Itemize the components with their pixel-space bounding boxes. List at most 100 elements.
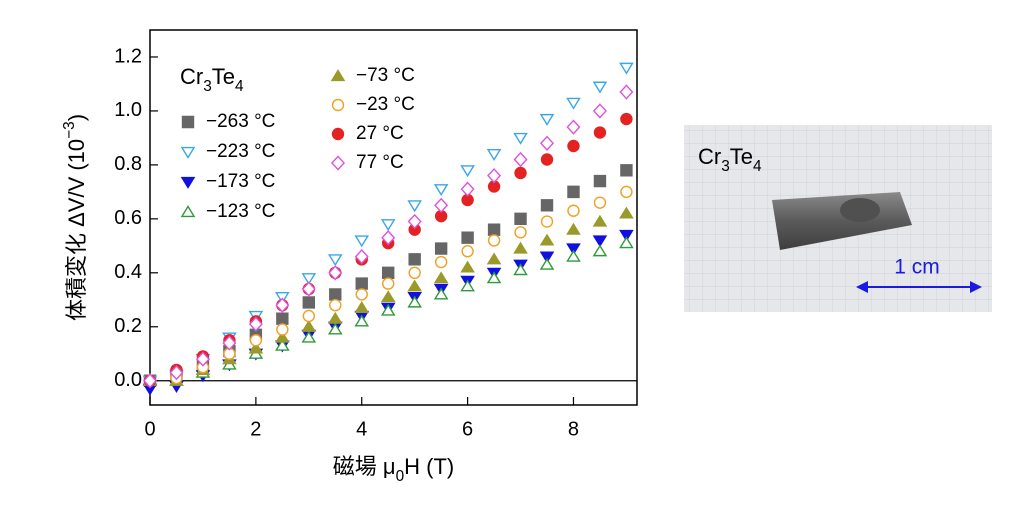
data-point bbox=[328, 265, 343, 281]
data-point bbox=[619, 62, 634, 75]
legend-marker bbox=[181, 115, 195, 129]
data-point bbox=[301, 319, 317, 332]
y-tick-label: 0.8 bbox=[114, 153, 142, 175]
data-point bbox=[619, 206, 634, 219]
data-point bbox=[380, 219, 396, 232]
data-point bbox=[566, 97, 581, 110]
legend-marker bbox=[180, 205, 196, 218]
data-point bbox=[514, 226, 527, 239]
text-sup: −3 bbox=[61, 121, 78, 139]
data-point bbox=[354, 248, 369, 265]
data-point bbox=[486, 252, 502, 265]
data-point bbox=[301, 281, 316, 297]
data-point bbox=[408, 253, 421, 266]
data-point bbox=[460, 181, 475, 197]
data-point bbox=[566, 249, 581, 262]
data-point bbox=[143, 373, 157, 389]
data-point bbox=[329, 299, 342, 312]
x-tick-label: 0 bbox=[144, 418, 155, 440]
data-point bbox=[276, 323, 289, 336]
legend-label: −223 °C bbox=[206, 141, 275, 162]
data-point bbox=[433, 287, 449, 300]
data-point bbox=[380, 303, 396, 316]
y-tick-label: 0.4 bbox=[114, 261, 142, 283]
data-point bbox=[486, 271, 502, 284]
y-tick-label: 0.6 bbox=[114, 207, 142, 229]
data-point bbox=[382, 266, 395, 280]
data-point bbox=[275, 338, 290, 351]
text-sub: 0 bbox=[396, 468, 405, 485]
data-point bbox=[486, 149, 502, 161]
legend-label: 77 °C bbox=[356, 152, 404, 173]
data-point bbox=[407, 213, 422, 230]
y-tick-label: 0.0 bbox=[114, 369, 142, 391]
data-point bbox=[592, 244, 608, 257]
data-point bbox=[593, 174, 607, 188]
legend-marker bbox=[180, 176, 196, 189]
data-point bbox=[195, 351, 210, 367]
data-point bbox=[433, 271, 449, 284]
y-tick-label: 0.2 bbox=[114, 315, 142, 337]
data-point bbox=[567, 185, 580, 199]
data-point bbox=[355, 288, 368, 301]
data-point bbox=[567, 139, 580, 153]
sample-notch bbox=[840, 198, 880, 222]
text-sub: 4 bbox=[235, 78, 244, 95]
data-point bbox=[567, 204, 580, 217]
data-point bbox=[380, 290, 396, 303]
data-point bbox=[487, 180, 501, 193]
data-point bbox=[222, 335, 237, 351]
data-point bbox=[302, 296, 316, 309]
data-point bbox=[460, 260, 475, 273]
data-point bbox=[434, 255, 448, 269]
data-point bbox=[382, 277, 395, 290]
data-point bbox=[619, 229, 634, 242]
legend-label: −23 °C bbox=[356, 94, 415, 115]
data-point bbox=[539, 233, 555, 246]
data-point bbox=[593, 126, 607, 139]
data-point bbox=[461, 193, 474, 207]
data-point bbox=[514, 166, 527, 180]
legend-marker bbox=[180, 146, 196, 159]
data-point bbox=[592, 214, 608, 227]
data-point bbox=[513, 151, 528, 168]
data-point bbox=[619, 84, 634, 100]
text-part: Te bbox=[730, 144, 753, 169]
x-tick-label: 2 bbox=[250, 418, 261, 440]
scale-label: 1 cm bbox=[894, 256, 940, 279]
data-point bbox=[301, 330, 317, 343]
data-point bbox=[566, 222, 581, 235]
data-point bbox=[539, 113, 555, 126]
x-tick-label: 8 bbox=[568, 418, 579, 440]
text-part: Te bbox=[212, 64, 235, 89]
legend-marker bbox=[331, 155, 345, 171]
legend-title: Cr3Te4 bbox=[180, 64, 244, 95]
text-sub: 3 bbox=[203, 78, 212, 95]
data-point bbox=[249, 334, 263, 347]
data-point bbox=[355, 277, 368, 290]
data-point bbox=[407, 200, 422, 213]
data-point bbox=[460, 165, 475, 178]
data-point bbox=[593, 196, 607, 209]
text-part: ) bbox=[64, 114, 89, 121]
y-axis-label: 体積変化 ΔV/V (10−3) bbox=[61, 114, 89, 321]
legend-marker bbox=[331, 98, 345, 112]
data-point bbox=[434, 242, 448, 255]
data-point bbox=[619, 236, 634, 249]
legend-label: −263 °C bbox=[206, 111, 275, 132]
data-point bbox=[487, 223, 501, 236]
data-point bbox=[487, 234, 501, 247]
legend-marker bbox=[331, 127, 345, 141]
plot-frame bbox=[149, 29, 638, 406]
data-point bbox=[539, 257, 555, 270]
data-point bbox=[302, 309, 316, 323]
legend-marker bbox=[330, 69, 346, 82]
data-point bbox=[381, 230, 396, 246]
data-point bbox=[566, 119, 581, 135]
data-point bbox=[408, 266, 421, 279]
data-point bbox=[461, 231, 474, 244]
data-point bbox=[514, 212, 527, 226]
data-point bbox=[275, 330, 290, 343]
data-point bbox=[487, 168, 502, 184]
data-point bbox=[329, 288, 342, 301]
